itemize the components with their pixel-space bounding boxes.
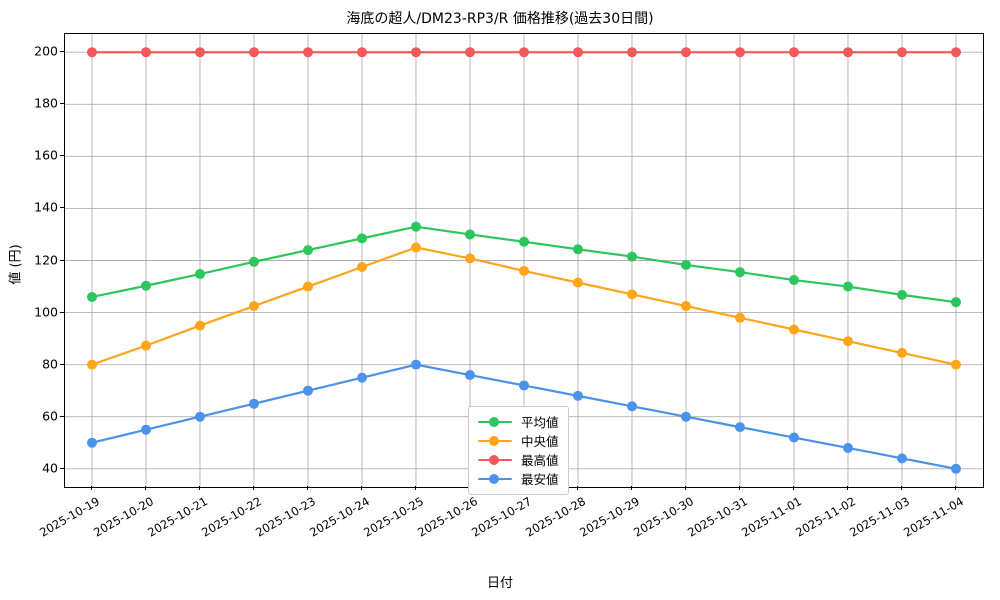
y-tick-label: 200 xyxy=(34,43,58,59)
x-tick-mark xyxy=(361,486,362,490)
legend-label: 最高値 xyxy=(521,453,559,468)
y-tick-mark xyxy=(60,467,64,469)
y-tick-mark xyxy=(60,155,64,157)
y-tick-label: 40 xyxy=(42,460,58,476)
x-tick-mark xyxy=(577,486,578,490)
legend-swatch-icon xyxy=(478,473,512,485)
x-tick-mark xyxy=(685,486,686,490)
y-tick-mark xyxy=(60,415,64,417)
legend-swatch-icon xyxy=(478,416,512,428)
y-tick-mark xyxy=(60,363,64,365)
y-tick-mark xyxy=(60,259,64,261)
x-tick-mark xyxy=(253,486,254,490)
x-tick-mark xyxy=(955,486,956,490)
legend-label: 平均値 xyxy=(521,415,559,430)
x-tick-mark xyxy=(793,486,794,490)
legend-item[interactable]: 最高値 xyxy=(478,450,559,469)
legend-label: 最安値 xyxy=(521,472,559,487)
x-tick-mark xyxy=(901,486,902,490)
y-tick-label: 60 xyxy=(42,408,58,424)
y-tick-label: 160 xyxy=(34,147,58,163)
y-tick-label: 100 xyxy=(34,304,58,320)
legend-label: 中央値 xyxy=(521,434,559,449)
plot-canvas xyxy=(65,34,983,487)
y-tick-label: 180 xyxy=(34,95,58,111)
x-tick-mark xyxy=(847,486,848,490)
x-tick-mark xyxy=(631,486,632,490)
x-tick-mark xyxy=(199,486,200,490)
x-tick-mark xyxy=(415,486,416,490)
legend-swatch-icon xyxy=(478,454,512,466)
y-tick-label: 120 xyxy=(34,252,58,267)
y-tick-label: 80 xyxy=(42,356,58,372)
y-tick-mark xyxy=(60,103,64,105)
legend-swatch-icon xyxy=(478,435,512,447)
chart-title: 海底の超人/DM23-RP3/R 価格推移(過去30日間) xyxy=(346,11,654,27)
legend-item[interactable]: 最安値 xyxy=(478,469,559,488)
y-tick-mark xyxy=(60,51,64,53)
y-tick-label: 140 xyxy=(34,199,58,215)
x-tick-mark xyxy=(739,486,740,490)
x-tick-mark xyxy=(145,486,146,490)
legend-item[interactable]: 中央値 xyxy=(478,431,559,450)
chart-legend: 平均値中央値最高値最安値 xyxy=(468,406,569,495)
plot-area xyxy=(64,33,984,488)
x-tick-mark xyxy=(307,486,308,490)
x-axis-label: 日付 xyxy=(486,576,513,591)
x-tick-mark xyxy=(91,486,92,490)
y-tick-mark xyxy=(60,207,64,209)
legend-item[interactable]: 平均値 xyxy=(478,412,559,431)
y-tick-mark xyxy=(60,311,64,313)
